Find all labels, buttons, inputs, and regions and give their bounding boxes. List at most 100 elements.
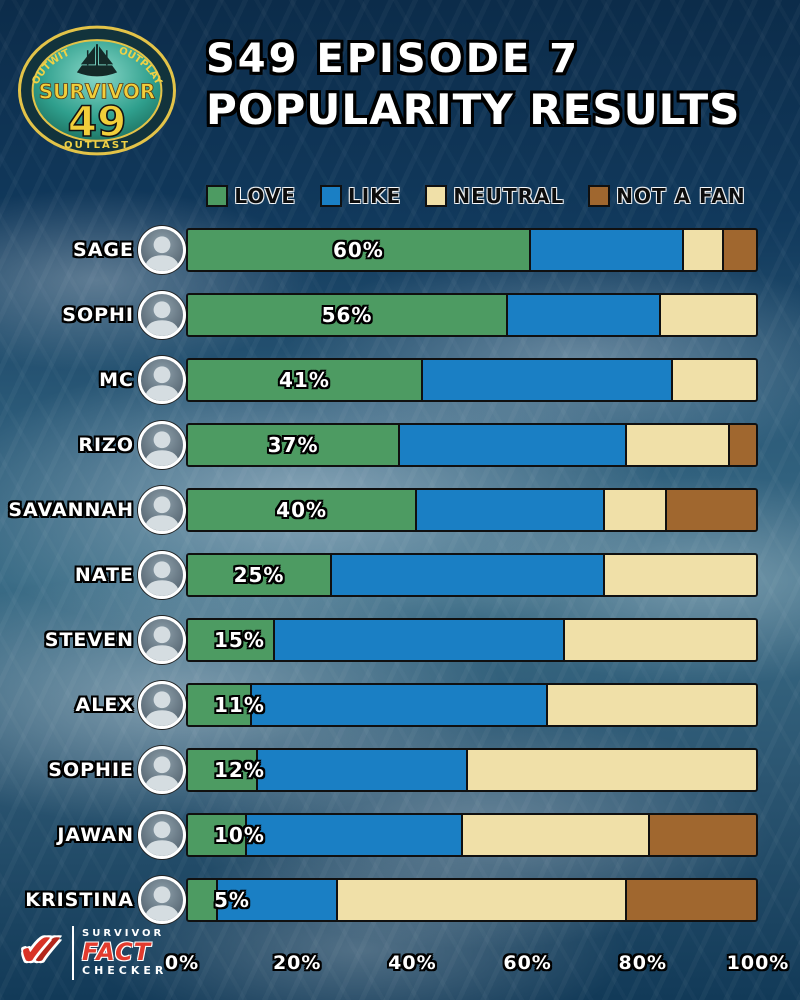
contestant-row: SAGE 60%	[0, 226, 758, 274]
contestant-row: SOPHI 56%	[0, 291, 758, 339]
contestant-row: MC 41%	[0, 356, 758, 404]
contestant-row: ALEX 11%	[0, 681, 758, 729]
person-icon	[144, 366, 180, 401]
contestant-name: RIZO	[78, 434, 134, 456]
stacked-bar: 11%	[186, 683, 758, 727]
bar-segment-neutral	[682, 230, 722, 270]
love-percent-label: 15%	[214, 628, 265, 652]
logo-outlast-text: OUTLAST	[64, 140, 130, 151]
footer-brand-mid: FACT	[82, 937, 152, 966]
bar-segment-love	[188, 880, 217, 920]
bar-segment-love	[188, 360, 421, 400]
person-icon	[144, 561, 180, 596]
contestant-avatar	[138, 226, 186, 274]
stacked-bar: 37%	[186, 423, 758, 467]
contestant-avatar	[138, 876, 186, 924]
bar-segment-love	[188, 555, 330, 595]
bar-segment-neutral	[460, 815, 649, 855]
bar-segment-neutral	[335, 880, 626, 920]
bar-segment-like	[244, 815, 461, 855]
x-axis-tick: 60%	[503, 952, 552, 974]
x-axis-tick: 0%	[164, 952, 200, 974]
contestant-avatar	[138, 811, 186, 859]
footer-divider	[72, 926, 74, 980]
bar-segment-love	[188, 295, 507, 335]
logo-inner-oval	[31, 39, 163, 142]
legend: LOVE LIKE NEUTRAL NOT A FAN	[170, 184, 782, 208]
bar-segment-like	[256, 750, 467, 790]
bar-segment-like	[528, 230, 683, 270]
logo-survivor-text: SURVIVOR	[39, 80, 156, 104]
footer-brand-text: SURVIVOR FACT CHECKER	[82, 929, 167, 976]
legend-label: NOT A FAN	[616, 184, 746, 208]
x-axis-tick: 80%	[618, 952, 668, 974]
legend-label: LOVE	[234, 184, 296, 208]
contestant-name: SOPHI	[62, 304, 134, 326]
bar-segment-love	[188, 230, 529, 270]
bar-segment-not-a-fan	[625, 880, 756, 920]
footer-brand-top: SURVIVOR	[82, 928, 165, 940]
love-percent-label: 60%	[332, 238, 384, 262]
bar-segment-neutral	[659, 295, 756, 335]
bar-segment-like	[216, 880, 336, 920]
stacked-bar: 15%	[186, 618, 758, 662]
contestant-row: SAVANNAH 40%	[0, 486, 758, 534]
contestant-avatar	[138, 356, 186, 404]
bar-segment-neutral	[625, 425, 728, 465]
bar-chart: SAGE 60% SOPHI 56% MC	[0, 226, 758, 943]
contestant-row: STEVEN 15%	[0, 616, 758, 664]
x-axis-tick: 40%	[388, 952, 437, 974]
contestant-name: SAGE	[73, 239, 134, 261]
bar-segment-neutral	[602, 555, 756, 595]
contestant-avatar	[138, 681, 186, 729]
contestant-avatar	[138, 486, 186, 534]
x-axis: 0% 20% 40% 60% 80% 100%	[165, 952, 788, 978]
legend-item: LIKE	[320, 184, 401, 208]
bar-segment-love	[188, 425, 399, 465]
contestant-avatar	[138, 291, 186, 339]
stacked-bar: 5%	[186, 878, 758, 922]
person-icon	[144, 431, 180, 466]
legend-swatch	[320, 185, 342, 207]
stacked-bar: 12%	[186, 748, 758, 792]
bar-segment-not-a-fan	[721, 230, 756, 270]
bar-segment-like	[420, 360, 671, 400]
bar-segment-love	[188, 815, 245, 855]
love-percent-label: 37%	[267, 433, 319, 457]
contestant-avatar	[138, 551, 186, 599]
love-percent-label: 11%	[214, 693, 265, 717]
legend-item: LOVE	[206, 184, 296, 208]
love-percent-label: 41%	[279, 368, 330, 392]
bar-segment-not-a-fan	[727, 425, 756, 465]
contestant-name: SAVANNAH	[8, 499, 134, 521]
contestant-row: RIZO 37%	[0, 421, 758, 469]
legend-item: NEUTRAL	[425, 184, 564, 208]
legend-label: NEUTRAL	[453, 184, 565, 208]
love-percent-label: 25%	[233, 563, 285, 587]
double-check-icon: ✔ ✔	[18, 925, 65, 976]
bar-segment-not-a-fan	[665, 490, 756, 530]
person-icon	[144, 301, 180, 336]
bar-segment-like	[250, 685, 546, 725]
bar-segment-neutral	[670, 360, 756, 400]
bar-segment-neutral	[466, 750, 756, 790]
stacked-bar: 56%	[186, 293, 758, 337]
contestant-row: JAWAN 10%	[0, 811, 758, 859]
person-icon	[144, 886, 180, 921]
person-icon	[144, 626, 180, 661]
contestant-avatar	[138, 421, 186, 469]
title-line2: POPULARITY RESULTS	[206, 85, 741, 134]
bar-segment-love	[188, 685, 251, 725]
survivor-49-logo: OUTWIT OUTPLAY SURVIVOR 49 OUTLAST	[17, 25, 177, 156]
person-icon	[144, 236, 180, 271]
stacked-bar: 60%	[186, 228, 758, 272]
contestant-avatar	[138, 616, 186, 664]
bar-segment-not-a-fan	[648, 815, 756, 855]
bar-segment-like	[415, 490, 603, 530]
fact-checker-logo: ✔ ✔ SURVIVOR FACT CHECKER	[18, 926, 167, 980]
bar-segment-love	[188, 620, 274, 660]
x-axis-tick: 100%	[726, 952, 790, 974]
title-line1: S49 EPISODE 7	[206, 36, 581, 82]
logo-season-number: 49	[68, 97, 127, 146]
